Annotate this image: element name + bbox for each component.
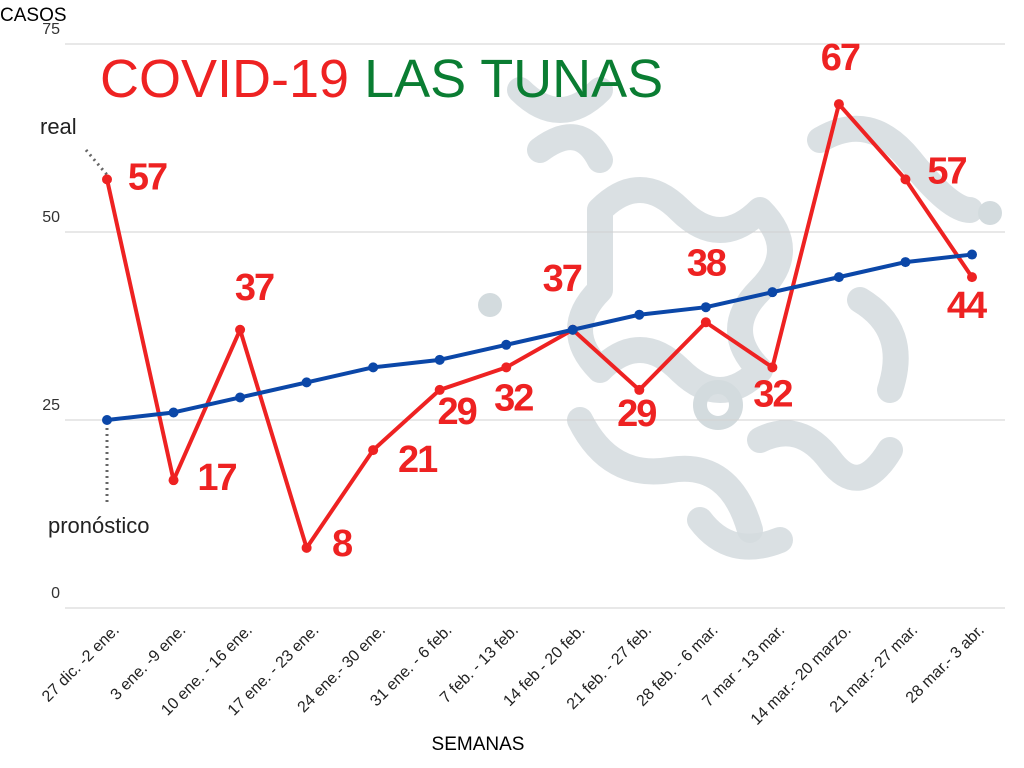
point	[767, 362, 778, 373]
data-label: 37	[235, 267, 274, 309]
series-line	[105, 102, 974, 550]
point	[368, 362, 379, 373]
y-tick-label: 50	[42, 209, 60, 226]
point	[567, 324, 578, 335]
y-tick-label: 75	[42, 21, 60, 38]
series-line	[106, 252, 973, 422]
data-label: 57	[128, 156, 167, 198]
y-axis-label: CASOS	[0, 5, 67, 26]
point	[634, 309, 645, 320]
point	[301, 542, 312, 553]
point	[168, 407, 179, 418]
title-part: LAS TUNAS	[364, 49, 663, 109]
point	[235, 324, 246, 335]
annotation-leader	[84, 149, 110, 177]
data-label: 8	[332, 523, 352, 565]
point	[900, 174, 911, 185]
point	[967, 249, 977, 260]
data-label: 17	[197, 457, 236, 499]
point	[434, 384, 445, 395]
chart-title: COVID-19 LAS TUNAS	[100, 49, 663, 109]
data-label: 37	[543, 258, 582, 300]
point	[501, 362, 512, 373]
virus-background	[478, 77, 1002, 560]
data-label: 57	[927, 150, 966, 192]
series-annotation: pronóstico	[48, 513, 150, 538]
point	[102, 415, 112, 425]
series-annotation: real	[40, 114, 77, 139]
point	[767, 287, 778, 298]
data-label: 38	[687, 242, 726, 284]
title-part: COVID-19	[100, 49, 349, 109]
point	[501, 339, 512, 350]
point	[235, 392, 246, 403]
y-tick-label: 0	[51, 585, 60, 602]
x-axis-label: SEMANAS	[432, 734, 525, 755]
data-label: 32	[494, 377, 533, 419]
data-label: 67	[821, 37, 860, 79]
data-label: 21	[398, 439, 438, 481]
point	[833, 272, 844, 283]
point	[833, 99, 844, 110]
point	[301, 377, 312, 388]
point	[168, 475, 179, 486]
y-tick-label: 25	[42, 397, 60, 414]
point	[634, 384, 645, 395]
data-label: 32	[753, 373, 792, 415]
data-label: 29	[617, 393, 656, 435]
data-label: 44	[947, 285, 987, 327]
point	[700, 302, 711, 313]
point	[434, 354, 445, 365]
point	[368, 445, 379, 456]
point	[900, 257, 911, 268]
point	[967, 272, 977, 283]
point	[102, 174, 112, 185]
data-label: 29	[438, 391, 477, 433]
point	[700, 317, 711, 328]
